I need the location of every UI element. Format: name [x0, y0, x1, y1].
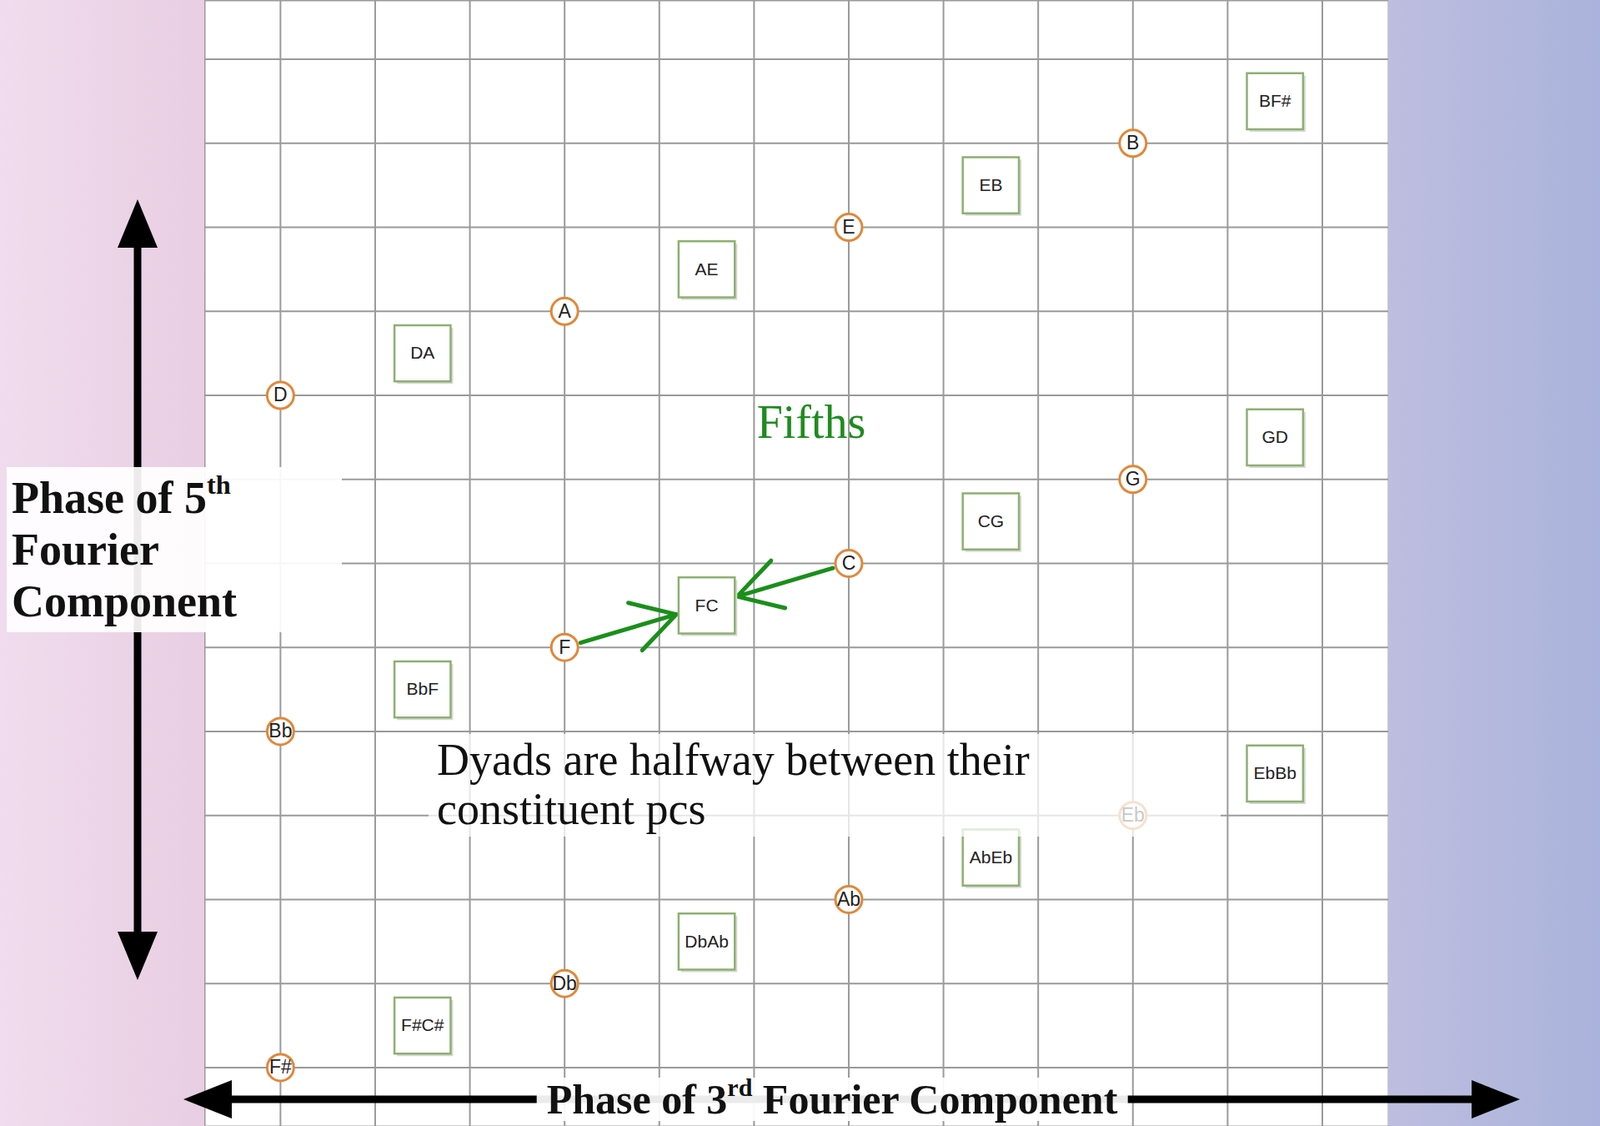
svg-text:Db: Db	[551, 972, 577, 994]
svg-text:F#: F#	[269, 1055, 292, 1078]
svg-text:EbBb: EbBb	[1253, 762, 1296, 783]
svg-text:Ab: Ab	[837, 887, 861, 910]
svg-text:FC: FC	[695, 595, 719, 615]
svg-text:AbEb: AbEb	[969, 847, 1013, 867]
svg-text:EB: EB	[978, 175, 1003, 195]
svg-text:D: D	[273, 383, 288, 406]
svg-text:E: E	[842, 215, 855, 238]
svg-text:F: F	[558, 636, 571, 658]
html-text:Fourier Component: Fourier Component	[11, 524, 237, 627]
svg-text:C: C	[842, 551, 857, 574]
html-text:Fifths: Fifths	[756, 396, 866, 448]
svg-text:BbF: BbF	[406, 678, 440, 698]
html-text:Dyads are halfway between thei: Dyads are halfway between their constitu…	[436, 734, 1030, 835]
svg-text:Bb: Bb	[268, 719, 292, 742]
svg-text:DA: DA	[410, 342, 435, 362]
svg-text:DbAb: DbAb	[684, 931, 729, 951]
svg-text:AE: AE	[695, 259, 719, 279]
svg-text:B: B	[1126, 131, 1139, 154]
svg-text:CG: CG	[978, 511, 1005, 531]
svg-text:BF#: BF#	[1258, 90, 1292, 111]
html-text:Phase of 5th: Phase of 5th	[11, 469, 231, 523]
svg-text:G: G	[1125, 467, 1141, 490]
html-text:Phase of 3rdFourier Component: Phase of 3rdFourier Component	[546, 1073, 1118, 1123]
svg-text:A: A	[558, 300, 572, 322]
svg-text:GD: GD	[1261, 426, 1289, 447]
svg-text:F#C#: F#C#	[401, 1014, 445, 1034]
